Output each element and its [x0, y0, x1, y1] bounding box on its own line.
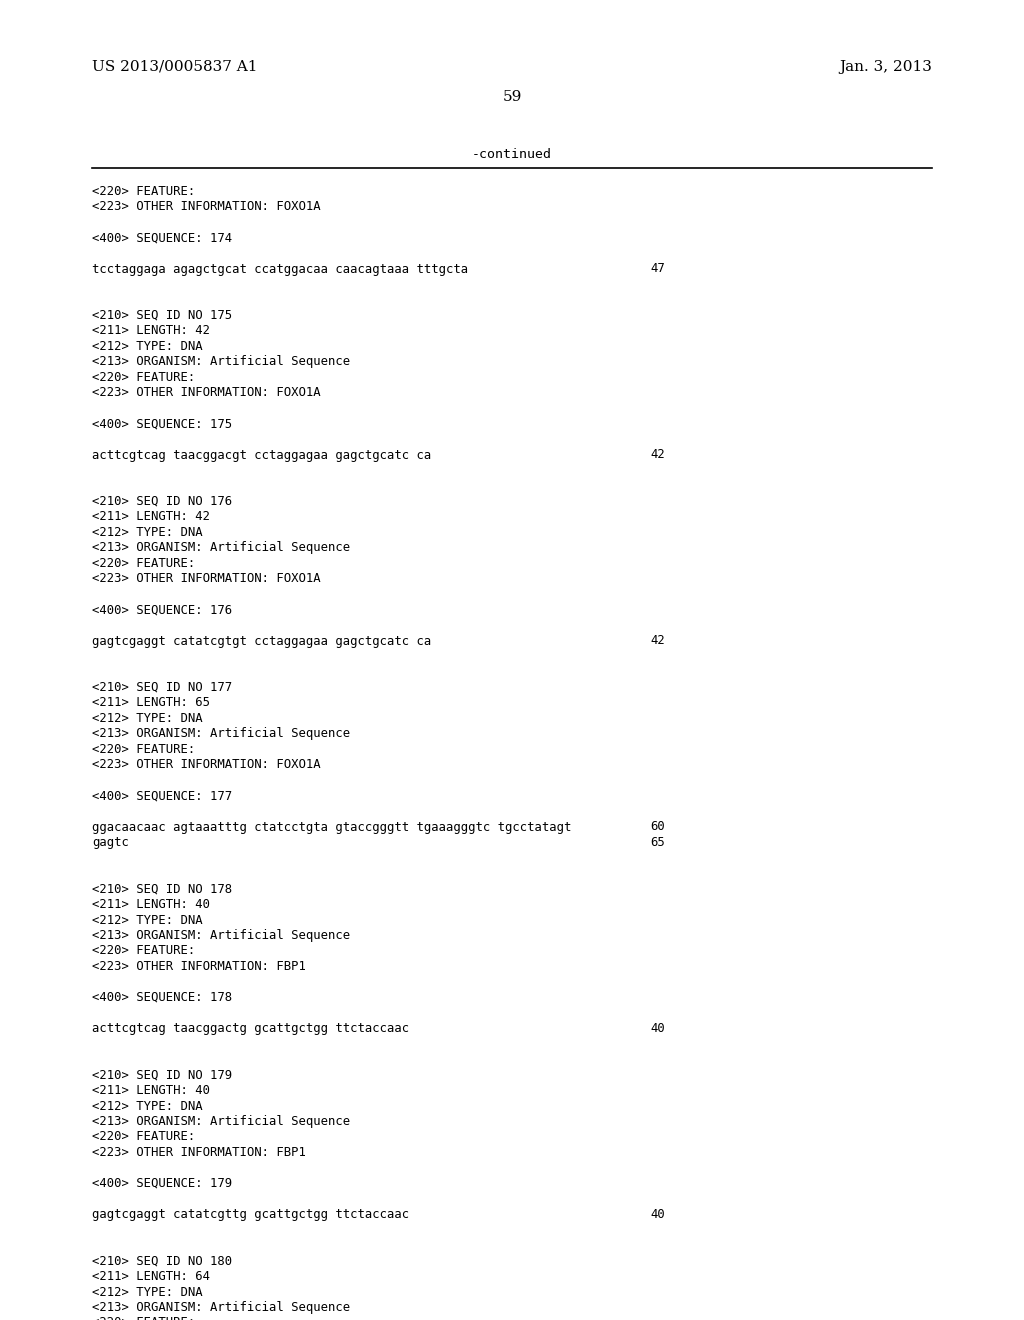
Text: <210> SEQ ID NO 180: <210> SEQ ID NO 180	[92, 1254, 232, 1267]
Text: <220> FEATURE:: <220> FEATURE:	[92, 945, 196, 957]
Text: gagtcgaggt catatcgtgt cctaggagaa gagctgcatc ca: gagtcgaggt catatcgtgt cctaggagaa gagctgc…	[92, 635, 431, 648]
Text: <210> SEQ ID NO 178: <210> SEQ ID NO 178	[92, 883, 232, 895]
Text: <223> OTHER INFORMATION: FOXO1A: <223> OTHER INFORMATION: FOXO1A	[92, 573, 321, 586]
Text: acttcgtcag taacggacgt cctaggagaa gagctgcatc ca: acttcgtcag taacggacgt cctaggagaa gagctgc…	[92, 449, 431, 462]
Text: <400> SEQUENCE: 177: <400> SEQUENCE: 177	[92, 789, 232, 803]
Text: <400> SEQUENCE: 178: <400> SEQUENCE: 178	[92, 991, 232, 1005]
Text: gagtcgaggt catatcgttg gcattgctgg ttctaccaac: gagtcgaggt catatcgttg gcattgctgg ttctacc…	[92, 1208, 410, 1221]
Text: tcctaggaga agagctgcat ccatggacaa caacagtaaa tttgcta: tcctaggaga agagctgcat ccatggacaa caacagt…	[92, 263, 468, 276]
Text: <223> OTHER INFORMATION: FOXO1A: <223> OTHER INFORMATION: FOXO1A	[92, 759, 321, 771]
Text: <213> ORGANISM: Artificial Sequence: <213> ORGANISM: Artificial Sequence	[92, 929, 350, 942]
Text: <213> ORGANISM: Artificial Sequence: <213> ORGANISM: Artificial Sequence	[92, 727, 350, 741]
Text: gagtc: gagtc	[92, 836, 129, 849]
Text: <210> SEQ ID NO 179: <210> SEQ ID NO 179	[92, 1068, 232, 1081]
Text: <211> LENGTH: 40: <211> LENGTH: 40	[92, 898, 210, 911]
Text: <211> LENGTH: 42: <211> LENGTH: 42	[92, 325, 210, 338]
Text: 40: 40	[650, 1022, 665, 1035]
Text: <220> FEATURE:: <220> FEATURE:	[92, 557, 196, 570]
Text: <223> OTHER INFORMATION: FOXO1A: <223> OTHER INFORMATION: FOXO1A	[92, 387, 321, 400]
Text: 59: 59	[503, 90, 521, 104]
Text: <400> SEQUENCE: 175: <400> SEQUENCE: 175	[92, 417, 232, 430]
Text: 42: 42	[650, 635, 665, 648]
Text: <220> FEATURE:: <220> FEATURE:	[92, 1130, 196, 1143]
Text: <220> FEATURE:: <220> FEATURE:	[92, 185, 196, 198]
Text: <213> ORGANISM: Artificial Sequence: <213> ORGANISM: Artificial Sequence	[92, 541, 350, 554]
Text: 47: 47	[650, 263, 665, 276]
Text: US 2013/0005837 A1: US 2013/0005837 A1	[92, 59, 258, 74]
Text: Jan. 3, 2013: Jan. 3, 2013	[839, 59, 932, 74]
Text: <211> LENGTH: 42: <211> LENGTH: 42	[92, 511, 210, 524]
Text: 40: 40	[650, 1208, 665, 1221]
Text: <212> TYPE: DNA: <212> TYPE: DNA	[92, 525, 203, 539]
Text: <213> ORGANISM: Artificial Sequence: <213> ORGANISM: Artificial Sequence	[92, 355, 350, 368]
Text: <213> ORGANISM: Artificial Sequence: <213> ORGANISM: Artificial Sequence	[92, 1115, 350, 1129]
Text: <220> FEATURE:: <220> FEATURE:	[92, 371, 196, 384]
Text: ggacaacaac agtaaatttg ctatcctgta gtaccgggtt tgaaagggtc tgcctatagt: ggacaacaac agtaaatttg ctatcctgta gtaccgg…	[92, 821, 571, 833]
Text: <211> LENGTH: 40: <211> LENGTH: 40	[92, 1084, 210, 1097]
Text: <220> FEATURE:: <220> FEATURE:	[92, 743, 196, 756]
Text: <212> TYPE: DNA: <212> TYPE: DNA	[92, 341, 203, 352]
Text: <223> OTHER INFORMATION: FBP1: <223> OTHER INFORMATION: FBP1	[92, 960, 306, 973]
Text: <220> FEATURE:: <220> FEATURE:	[92, 1316, 196, 1320]
Text: acttcgtcag taacggactg gcattgctgg ttctaccaac: acttcgtcag taacggactg gcattgctgg ttctacc…	[92, 1022, 410, 1035]
Text: <400> SEQUENCE: 174: <400> SEQUENCE: 174	[92, 231, 232, 244]
Text: <400> SEQUENCE: 176: <400> SEQUENCE: 176	[92, 603, 232, 616]
Text: <400> SEQUENCE: 179: <400> SEQUENCE: 179	[92, 1177, 232, 1191]
Text: -continued: -continued	[472, 148, 552, 161]
Text: <210> SEQ ID NO 175: <210> SEQ ID NO 175	[92, 309, 232, 322]
Text: 60: 60	[650, 821, 665, 833]
Text: 65: 65	[650, 836, 665, 849]
Text: <211> LENGTH: 64: <211> LENGTH: 64	[92, 1270, 210, 1283]
Text: <223> OTHER INFORMATION: FOXO1A: <223> OTHER INFORMATION: FOXO1A	[92, 201, 321, 214]
Text: 42: 42	[650, 449, 665, 462]
Text: <212> TYPE: DNA: <212> TYPE: DNA	[92, 711, 203, 725]
Text: <212> TYPE: DNA: <212> TYPE: DNA	[92, 913, 203, 927]
Text: <223> OTHER INFORMATION: FBP1: <223> OTHER INFORMATION: FBP1	[92, 1146, 306, 1159]
Text: <210> SEQ ID NO 177: <210> SEQ ID NO 177	[92, 681, 232, 694]
Text: <210> SEQ ID NO 176: <210> SEQ ID NO 176	[92, 495, 232, 508]
Text: <211> LENGTH: 65: <211> LENGTH: 65	[92, 697, 210, 710]
Text: <213> ORGANISM: Artificial Sequence: <213> ORGANISM: Artificial Sequence	[92, 1302, 350, 1313]
Text: <212> TYPE: DNA: <212> TYPE: DNA	[92, 1100, 203, 1113]
Text: <212> TYPE: DNA: <212> TYPE: DNA	[92, 1286, 203, 1299]
